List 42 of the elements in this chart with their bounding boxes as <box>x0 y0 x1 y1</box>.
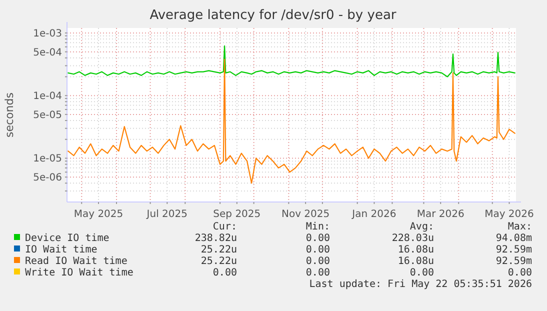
line-series <box>68 45 516 78</box>
legend-label: IO Wait time <box>25 244 98 256</box>
text: 0.00 <box>212 268 237 278</box>
x-tick-label: May 2025 <box>74 209 124 220</box>
y-axis-title: seconds <box>3 92 16 138</box>
chart-title: Average latency for /dev/sr0 - by year <box>150 8 397 23</box>
x-tick-label: Jan 2026 <box>351 209 396 220</box>
x-tick-label: Sep 2025 <box>213 209 261 220</box>
line-series <box>68 58 516 184</box>
x-tick-label: Nov 2025 <box>281 209 330 220</box>
text: 0.00 <box>306 268 330 278</box>
text: 94.08m <box>496 233 532 244</box>
text: 25.22u <box>200 256 237 267</box>
y-tick-label: 5e-04 <box>33 47 62 58</box>
text: 0.00 <box>306 244 330 256</box>
text: Avg: <box>410 222 434 232</box>
y-tick-label: 1e-03 <box>33 28 62 40</box>
x-tick-label: Jul 2025 <box>146 209 188 220</box>
text: Max: <box>508 222 532 232</box>
text: 0.00 <box>306 256 330 267</box>
text: Cur: <box>212 222 237 232</box>
y-tick-label: 5e-06 <box>33 172 62 184</box>
legend-label: Device IO time <box>25 233 110 244</box>
legend-label: Read IO Wait time <box>25 256 128 267</box>
text: Last update: Fri May 22 05:35:51 2026 <box>309 279 532 290</box>
y-tick-label: 5e-05 <box>33 110 62 121</box>
x-tick-label: Mar 2026 <box>416 209 464 220</box>
text: 92.59m <box>496 256 532 267</box>
text: 25.22u <box>200 244 237 256</box>
x-tick-label: May 2026 <box>484 209 534 220</box>
text: 92.59m <box>496 244 532 256</box>
text: 238.82u <box>194 233 237 244</box>
text: Min: <box>306 222 330 232</box>
text: 16.08u <box>398 256 434 267</box>
legend-label: Write IO Wait time <box>25 268 134 278</box>
text: 228.03u <box>392 233 434 244</box>
text: 0.00 <box>508 268 532 278</box>
y-tick-label: 1e-04 <box>33 91 62 102</box>
text: 0.00 <box>410 268 434 278</box>
text: 0.00 <box>306 233 330 244</box>
text: 16.08u <box>398 244 434 256</box>
y-tick-label: 1e-05 <box>33 154 62 165</box>
